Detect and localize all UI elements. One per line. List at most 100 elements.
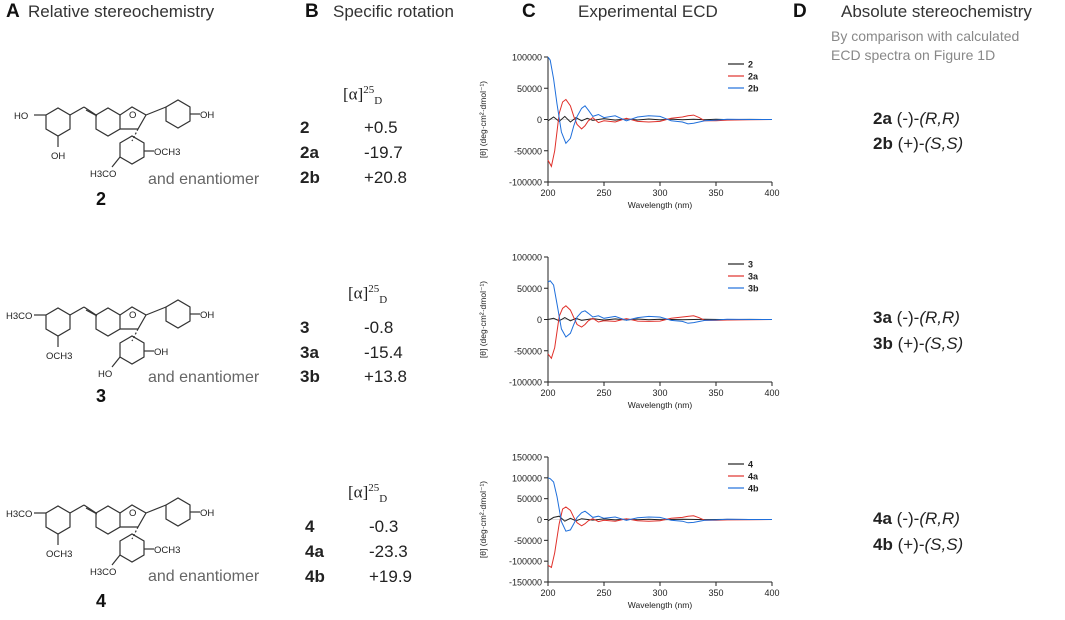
rotation-value: +13.8 bbox=[364, 367, 408, 386]
rot-symbol: [α] bbox=[343, 84, 364, 104]
rotation-header-2: [α]25D bbox=[348, 283, 387, 306]
y-tick-label: -50000 bbox=[514, 146, 542, 156]
s3-oh-right: OH bbox=[200, 310, 214, 321]
rotation-row: 2a -19.7 bbox=[300, 143, 403, 163]
s4-oh-right: OH bbox=[200, 508, 214, 519]
rot-sub: D bbox=[379, 493, 388, 506]
y-tick-label: 50000 bbox=[517, 284, 542, 294]
x-tick-label: 400 bbox=[764, 588, 779, 598]
rot-sup: 25 bbox=[363, 84, 375, 96]
x-tick-label: 400 bbox=[764, 388, 779, 398]
y-tick-label: 150000 bbox=[512, 453, 542, 463]
abs-row: 2b (+)-(S,S) bbox=[873, 134, 963, 154]
s4-h3co-left: H3CO bbox=[6, 509, 32, 520]
rotation-compound: 4b bbox=[305, 567, 325, 586]
legend-label-2b: 2b bbox=[748, 84, 759, 94]
rotation-row: 3a -15.4 bbox=[300, 343, 403, 363]
x-axis-label: Wavelength (nm) bbox=[628, 400, 693, 410]
rotation-compound: 4a bbox=[305, 542, 324, 561]
s3-och3-bottom: OCH3 bbox=[46, 351, 72, 362]
abs-sign: (-)- bbox=[896, 509, 920, 528]
y-tick-label: 100000 bbox=[512, 53, 542, 63]
abs-row: 3a (-)-(R,R) bbox=[873, 308, 960, 328]
ecd-chart-4: 150000 100000 50000 0 -50000 -100000 -15000020… bbox=[478, 453, 780, 611]
y-tick-label: -150000 bbox=[509, 578, 542, 588]
rot-sub: D bbox=[379, 294, 388, 307]
x-tick-label: 350 bbox=[708, 388, 723, 398]
rotation-compound: 3a bbox=[300, 343, 319, 362]
abs-config: (S,S) bbox=[924, 334, 964, 353]
rotation-row: 2 +0.5 bbox=[300, 118, 398, 138]
series-line-4 bbox=[547, 515, 772, 522]
abs-config: (R,R) bbox=[919, 308, 960, 327]
abs-row: 4b (+)-(S,S) bbox=[873, 535, 963, 555]
legend-label-3: 3 bbox=[748, 260, 753, 270]
rotation-compound: 4 bbox=[305, 517, 315, 536]
y-tick-label: 50000 bbox=[517, 494, 542, 504]
panel-d-note-line2: ECD spectra on Figure 1D bbox=[831, 47, 996, 63]
x-tick-label: 400 bbox=[764, 188, 779, 198]
panel-d-note-line1: By comparison with calculated bbox=[831, 28, 1020, 44]
rotation-compound: 2b bbox=[300, 168, 320, 187]
s4-och3-ring: OCH3 bbox=[154, 545, 180, 556]
abs-row: 3b (+)-(S,S) bbox=[873, 334, 963, 354]
svg-text:O: O bbox=[129, 110, 136, 121]
s3-h3co-left: H3CO bbox=[6, 311, 32, 322]
series-line-4b bbox=[547, 477, 772, 532]
x-axis-label: Wavelength (nm) bbox=[628, 600, 693, 610]
abs-compound: 4b bbox=[873, 535, 893, 554]
x-tick-label: 300 bbox=[652, 588, 667, 598]
svg-text:O: O bbox=[129, 310, 136, 321]
rot-sub: D bbox=[374, 95, 383, 108]
abs-config: (S,S) bbox=[924, 134, 964, 153]
abs-config: (S,S) bbox=[924, 535, 964, 554]
enantiomer-text-3: and enantiomer bbox=[148, 369, 260, 386]
y-tick-label: 0 bbox=[537, 115, 542, 125]
y-tick-label: -100000 bbox=[509, 557, 542, 567]
abs-config: (R,R) bbox=[919, 109, 960, 128]
rotation-row: 3 -0.8 bbox=[300, 318, 393, 338]
panel-title-d: Absolute stereochemistry bbox=[841, 2, 1032, 21]
rotation-row: 4a -23.3 bbox=[305, 542, 408, 562]
series-line-3 bbox=[547, 317, 773, 322]
abs-compound: 3b bbox=[873, 334, 893, 353]
panel-title-b: Specific rotation bbox=[333, 2, 454, 21]
panel-title-a: Relative stereochemistry bbox=[28, 2, 215, 21]
rotation-row: 4 -0.3 bbox=[305, 517, 398, 537]
legend-label-3b: 3b bbox=[748, 284, 759, 294]
series-line-3b bbox=[547, 280, 772, 338]
rot-sup: 25 bbox=[368, 482, 380, 494]
panel-letter-b: B bbox=[305, 1, 319, 22]
rotation-compound: 2a bbox=[300, 143, 319, 162]
series-line-3a bbox=[547, 305, 773, 360]
rotation-compound: 3 bbox=[300, 318, 310, 337]
s3-oh-ring: OH bbox=[154, 347, 168, 358]
series-line-2 bbox=[547, 115, 773, 123]
abs-row: 2a (-)-(R,R) bbox=[873, 109, 960, 129]
rotation-compound: 2 bbox=[300, 118, 310, 137]
x-tick-label: 350 bbox=[708, 188, 723, 198]
abs-compound: 2a bbox=[873, 109, 892, 128]
x-tick-label: 200 bbox=[540, 188, 555, 198]
y-tick-label: -100000 bbox=[509, 378, 542, 388]
abs-sign: (+)- bbox=[897, 134, 925, 153]
abs-compound: 3a bbox=[873, 308, 892, 327]
enantiomer-text-2: and enantiomer bbox=[148, 171, 260, 188]
s2-oh-right: OH bbox=[200, 110, 214, 121]
enantiomer-text-4: and enantiomer bbox=[148, 568, 260, 585]
rotation-value: -15.4 bbox=[364, 343, 403, 362]
x-tick-label: 250 bbox=[596, 388, 611, 398]
y-axis-label: [θ] (deg·cm²·dmol⁻¹) bbox=[478, 81, 488, 158]
legend-label-3a: 3a bbox=[748, 272, 759, 282]
rotation-value: -0.8 bbox=[364, 318, 394, 337]
abs-compound: 2b bbox=[873, 134, 893, 153]
rotation-value: +20.8 bbox=[364, 168, 408, 187]
panel-letter-c: C bbox=[522, 1, 536, 22]
y-tick-label: -50000 bbox=[514, 346, 542, 356]
structure-3: H3CO OCH3 OH OH HO O bbox=[6, 299, 214, 380]
abs-compound: 4a bbox=[873, 509, 892, 528]
structure-4: H3CO OCH3 OH OCH3 H3CO O bbox=[6, 497, 214, 578]
rotation-value: +0.5 bbox=[364, 118, 398, 137]
s4-h3co-ring: H3CO bbox=[90, 567, 116, 578]
rotation-compound: 3b bbox=[300, 367, 320, 386]
